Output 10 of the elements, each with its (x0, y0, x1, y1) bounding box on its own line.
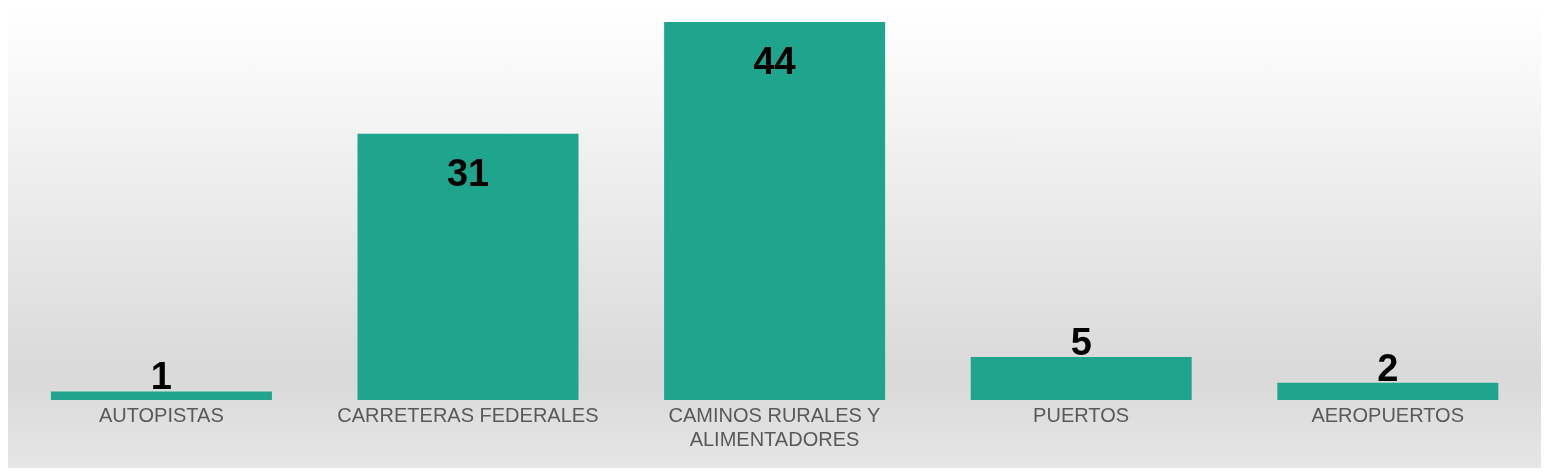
x-tick-label: CARRETERAS FEDERALES (337, 404, 599, 426)
x-tick-label: PUERTOS (1033, 404, 1130, 426)
data-label: 44 (753, 40, 796, 82)
x-tick-label: AUTOPISTAS (98, 404, 224, 426)
data-label: 31 (446, 151, 490, 194)
data-label: 1 (150, 355, 172, 398)
data-label: 5 (1070, 321, 1092, 364)
x-tick-label: AEROPUERTOS (1311, 404, 1465, 426)
x-tick-label: CAMINOS RURALES Y ALIMENTADORES (668, 404, 881, 450)
data-label: 2 (1377, 346, 1399, 389)
